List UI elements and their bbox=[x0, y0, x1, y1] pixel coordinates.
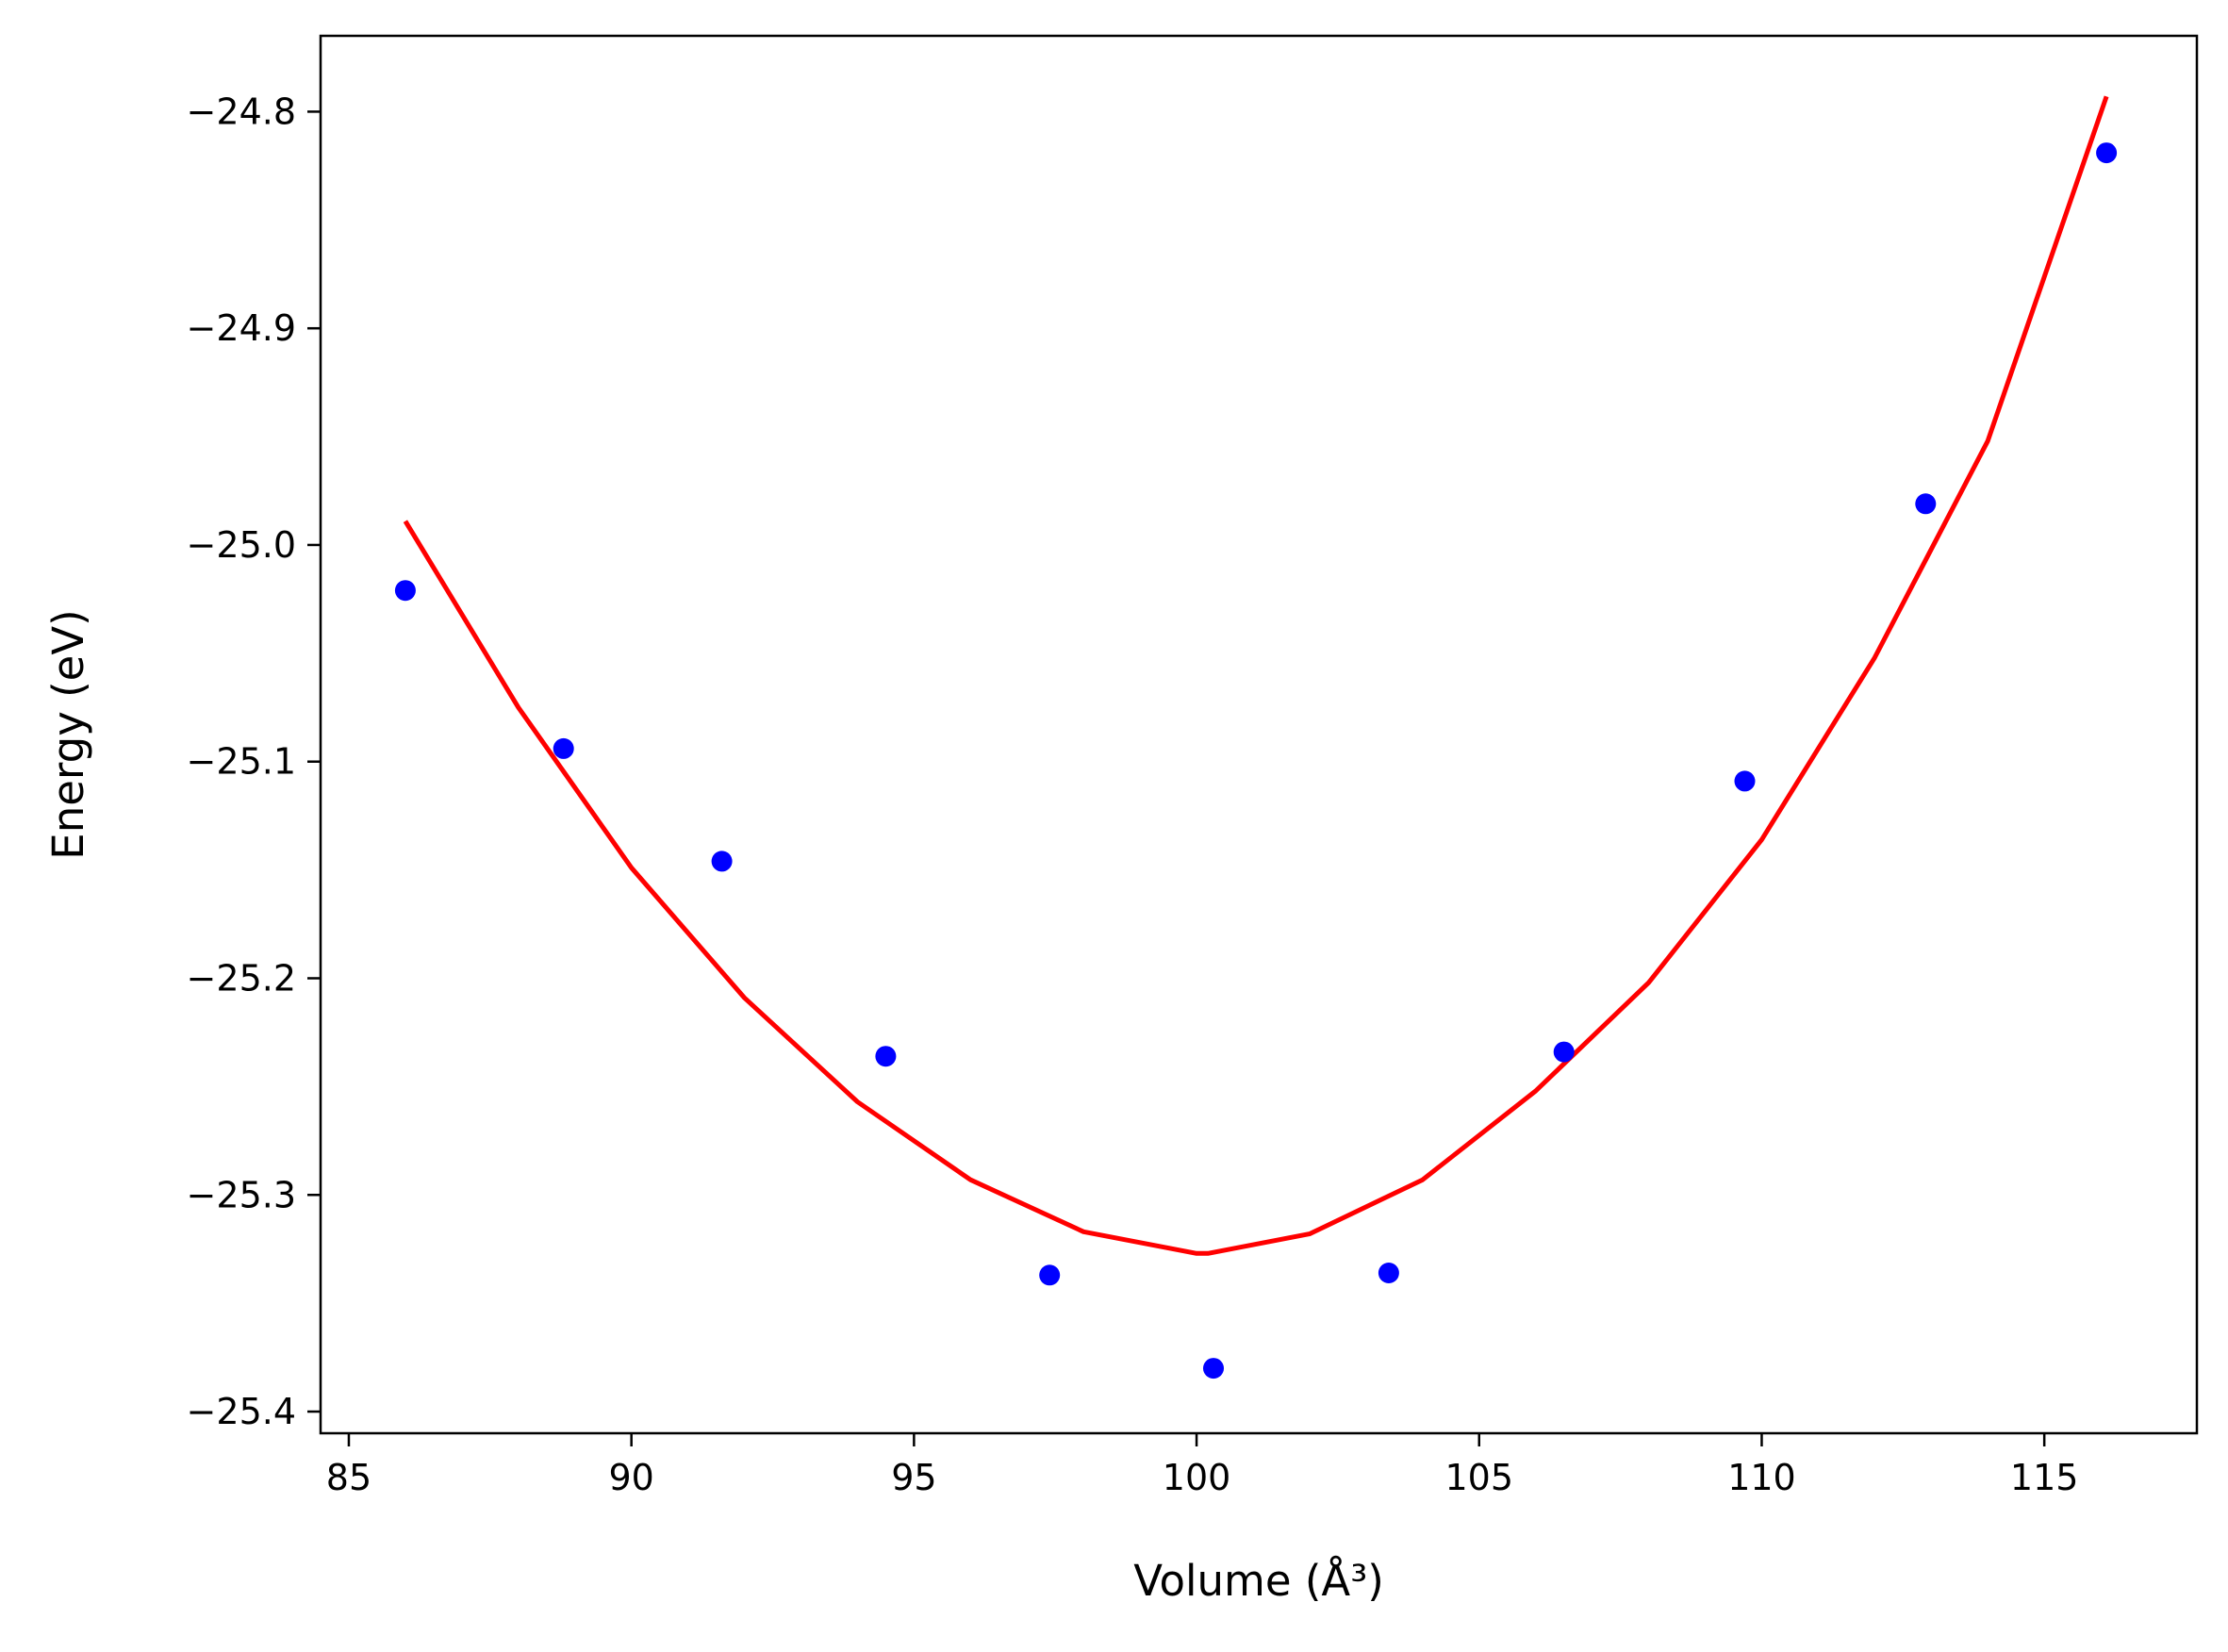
data-point bbox=[394, 580, 416, 602]
plot-frame bbox=[319, 34, 2199, 1435]
x-tick-label: 100 bbox=[1163, 1457, 1231, 1498]
fit-curve bbox=[403, 95, 2109, 1256]
data-point bbox=[711, 851, 733, 872]
tick-layer: 85 90 95 100 105 110 115 −24.8 −24.9 −25.0 −25.1 −2… bbox=[187, 91, 2079, 1498]
y-tick-label: −24.9 bbox=[187, 307, 296, 349]
x-tick-label: 105 bbox=[1444, 1457, 1513, 1498]
x-tick-label: 85 bbox=[326, 1457, 371, 1498]
x-tick-label: 115 bbox=[2010, 1457, 2079, 1498]
x-tick-label: 110 bbox=[1727, 1457, 1796, 1498]
y-tick-label: −25.4 bbox=[187, 1391, 296, 1432]
y-tick-label: −24.8 bbox=[187, 91, 296, 132]
data-point bbox=[1203, 1358, 1224, 1379]
data-point bbox=[875, 1046, 897, 1067]
x-axis-label: Volume (Å³) bbox=[1133, 1556, 1384, 1606]
y-tick-label: −25.1 bbox=[187, 741, 296, 783]
data-point bbox=[1378, 1263, 1399, 1283]
data-point bbox=[1553, 1041, 1575, 1063]
data-point bbox=[1915, 493, 1937, 515]
data-point bbox=[1734, 770, 1756, 792]
data-point bbox=[553, 737, 574, 759]
data-point bbox=[2096, 142, 2118, 164]
plot-layer bbox=[394, 95, 2118, 1379]
x-tick-label: 90 bbox=[608, 1457, 653, 1498]
y-tick-label: −25.0 bbox=[187, 524, 296, 566]
y-tick-label: −25.2 bbox=[187, 957, 296, 999]
y-axis-label: Energy (eV) bbox=[43, 609, 93, 859]
x-tick-label: 95 bbox=[891, 1457, 936, 1498]
y-tick-label: −25.3 bbox=[187, 1174, 296, 1215]
data-point bbox=[1039, 1264, 1061, 1286]
